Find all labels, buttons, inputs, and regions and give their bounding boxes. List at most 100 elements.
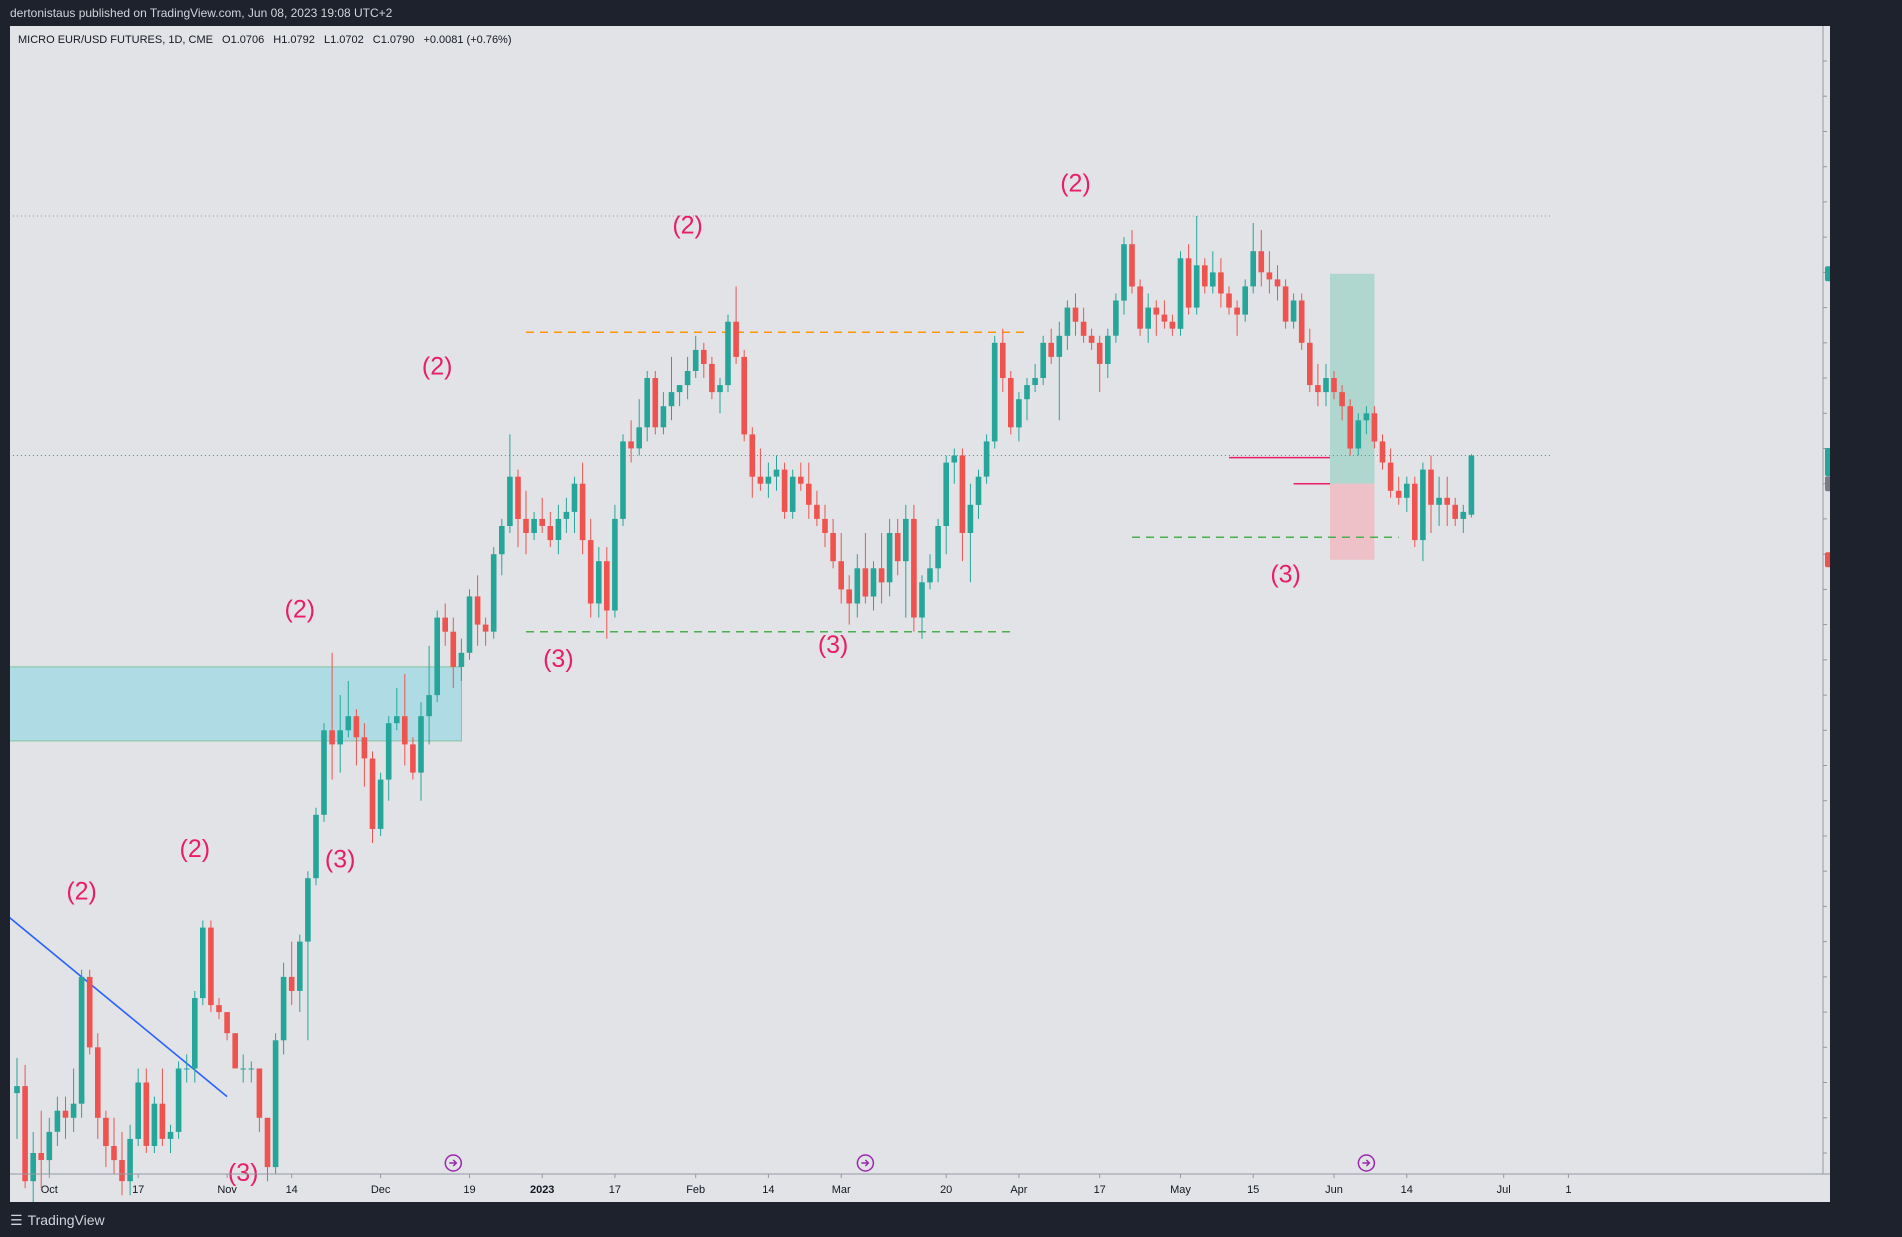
candle-body[interactable] xyxy=(159,1103,166,1139)
candle-body[interactable] xyxy=(248,1068,255,1070)
candle-body[interactable] xyxy=(46,1131,53,1161)
candle-body[interactable] xyxy=(1298,300,1305,343)
candle-body[interactable] xyxy=(1210,272,1216,287)
candle-body[interactable] xyxy=(1040,342,1046,378)
candle-body[interactable] xyxy=(232,1033,238,1069)
candle-body[interactable] xyxy=(1161,314,1168,322)
candle-body[interactable] xyxy=(1145,307,1151,329)
candle-body[interactable] xyxy=(692,349,699,371)
candle-body[interactable] xyxy=(1452,504,1458,519)
candle-body[interactable] xyxy=(1404,483,1410,498)
candle-body[interactable] xyxy=(30,1153,36,1182)
candle-body[interactable] xyxy=(385,723,392,780)
candle-body[interactable] xyxy=(1347,406,1353,449)
candle-body[interactable] xyxy=(814,504,820,519)
event-marker-icon[interactable] xyxy=(856,1154,875,1172)
candle-body[interactable] xyxy=(1468,455,1475,515)
candle-body[interactable] xyxy=(22,1086,28,1182)
candle-body[interactable] xyxy=(1387,462,1394,491)
candle-body[interactable] xyxy=(450,631,457,667)
candle-body[interactable] xyxy=(1080,321,1087,336)
target-zone[interactable] xyxy=(1330,273,1375,484)
candle-body[interactable] xyxy=(54,1110,61,1132)
candle-body[interactable] xyxy=(329,730,335,745)
candle-body[interactable] xyxy=(1064,307,1071,336)
candle-body[interactable] xyxy=(773,469,780,477)
candle-body[interactable] xyxy=(135,1082,141,1139)
candle-body[interactable] xyxy=(798,476,804,484)
candle-body[interactable] xyxy=(1258,251,1265,273)
candle-body[interactable] xyxy=(499,526,505,555)
symbol-name[interactable]: MICRO EUR/USD FUTURES, 1D, CME xyxy=(18,34,213,46)
candle-body[interactable] xyxy=(175,1068,182,1132)
candle-body[interactable] xyxy=(749,434,756,477)
candle-body[interactable] xyxy=(224,1012,230,1034)
candle-body[interactable] xyxy=(620,441,626,519)
candle-body[interactable] xyxy=(1000,342,1006,378)
candle-body[interactable] xyxy=(975,476,982,505)
candle-body[interactable] xyxy=(1088,335,1095,343)
trend-line[interactable] xyxy=(10,916,228,1098)
candle-body[interactable] xyxy=(935,526,941,569)
candle-body[interactable] xyxy=(458,652,465,667)
candle-body[interactable] xyxy=(709,363,715,393)
candle-body[interactable] xyxy=(1177,258,1184,329)
candle-body[interactable] xyxy=(652,378,659,428)
candle-body[interactable] xyxy=(1307,342,1313,386)
candle-body[interactable] xyxy=(911,518,917,618)
candle-body[interactable] xyxy=(78,976,85,1104)
candle-body[interactable] xyxy=(490,554,497,632)
candle-body[interactable] xyxy=(886,533,893,583)
candle-body[interactable] xyxy=(305,878,311,942)
candle-body[interactable] xyxy=(410,744,416,773)
candle-body[interactable] xyxy=(38,1153,44,1160)
candle-body[interactable] xyxy=(119,1160,125,1182)
candle-body[interactable] xyxy=(361,737,368,759)
candle-body[interactable] xyxy=(1266,272,1273,280)
candle-body[interactable] xyxy=(515,476,521,519)
candle-body[interactable] xyxy=(587,540,594,604)
candle-body[interactable] xyxy=(1395,490,1402,498)
candle-body[interactable] xyxy=(86,976,93,1048)
candle-body[interactable] xyxy=(111,1146,117,1161)
candle-body[interactable] xyxy=(531,518,537,533)
event-marker-icon[interactable] xyxy=(1357,1154,1376,1172)
candle-body[interactable] xyxy=(991,342,998,442)
candle-body[interactable] xyxy=(216,1005,222,1013)
candle-body[interactable] xyxy=(103,1117,109,1146)
candle-body[interactable] xyxy=(192,998,198,1069)
candle-body[interactable] xyxy=(183,1068,190,1070)
candle-body[interactable] xyxy=(369,758,376,830)
candle-body[interactable] xyxy=(208,927,214,1006)
candle-body[interactable] xyxy=(1242,286,1248,315)
candle-body[interactable] xyxy=(1072,307,1079,322)
candle-body[interactable] xyxy=(636,427,642,449)
candle-body[interactable] xyxy=(1137,286,1143,329)
demand-zone[interactable] xyxy=(10,666,462,742)
candle-body[interactable] xyxy=(862,568,869,597)
candle-body[interactable] xyxy=(474,596,481,625)
candle-body[interactable] xyxy=(1428,469,1434,505)
candle-body[interactable] xyxy=(830,533,836,562)
candle-body[interactable] xyxy=(1282,286,1289,322)
candle-body[interactable] xyxy=(321,730,327,815)
candle-body[interactable] xyxy=(676,385,683,393)
candle-body[interactable] xyxy=(280,976,287,1041)
candle-body[interactable] xyxy=(14,1086,20,1094)
candle-body[interactable] xyxy=(789,476,796,512)
candle-body[interactable] xyxy=(1121,244,1127,301)
candle-body[interactable] xyxy=(612,518,618,611)
candle-body[interactable] xyxy=(870,568,877,597)
candle-body[interactable] xyxy=(854,568,861,604)
candle-body[interactable] xyxy=(434,617,440,696)
candle-body[interactable] xyxy=(1129,244,1135,287)
candle-body[interactable] xyxy=(377,779,384,829)
candle-body[interactable] xyxy=(967,504,974,533)
candle-body[interactable] xyxy=(337,730,343,745)
candle-body[interactable] xyxy=(838,561,844,590)
candle-body[interactable] xyxy=(297,941,303,991)
candle-body[interactable] xyxy=(668,392,675,407)
candle-body[interactable] xyxy=(539,518,545,526)
candle-body[interactable] xyxy=(717,385,723,393)
candle-body[interactable] xyxy=(1153,307,1160,315)
